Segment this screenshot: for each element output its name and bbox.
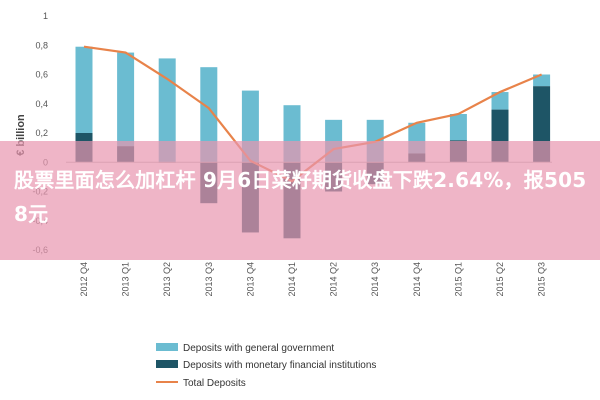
y-tick-label: 0,8 <box>35 40 48 50</box>
headline-text[interactable]: 股票里面怎么加杠杆 9月6日菜籽期货收盘下跌2.64%，报5058元 <box>14 168 587 226</box>
x-tick-label: 2013 Q3 <box>204 262 214 297</box>
x-tick-label: 2014 Q3 <box>370 262 380 297</box>
general-government-bar <box>533 74 551 87</box>
y-tick-label: 0,6 <box>35 70 48 80</box>
x-tick-label: 2013 Q4 <box>245 262 255 297</box>
x-tick-label: 2015 Q1 <box>453 262 463 297</box>
general-government-bar <box>117 52 135 147</box>
x-tick-label: 2013 Q1 <box>121 262 131 297</box>
headline-banner[interactable]: 股票里面怎么加杠杆 9月6日菜籽期货收盘下跌2.64%，报5058元 <box>0 141 600 260</box>
y-tick-label: 0,2 <box>35 128 48 138</box>
general-government-bar <box>75 46 93 133</box>
legend-label-total: Total Deposits <box>183 378 246 389</box>
x-tick-label: 2015 Q3 <box>537 262 547 297</box>
x-tick-label: 2014 Q2 <box>329 262 339 297</box>
x-tick-label: 2014 Q1 <box>287 262 297 297</box>
x-axis-ticks: 2012 Q4 2013 Q1 2013 Q2 2013 Q3 2013 Q4 2014 … <box>79 262 547 297</box>
legend-label-mfi: Deposits with monetary financial institu… <box>183 360 376 371</box>
legend-label-general: Deposits with general government <box>183 343 334 354</box>
legend-swatch-mfi <box>156 360 178 368</box>
general-government-bar <box>158 58 176 163</box>
y-tick-label: 1 <box>43 11 48 21</box>
x-tick-label: 2015 Q2 <box>495 262 505 297</box>
general-government-bar <box>491 92 509 110</box>
x-tick-label: 2013 Q2 <box>162 262 172 297</box>
x-tick-label: 2014 Q4 <box>412 262 422 297</box>
y-tick-label: 0,4 <box>35 99 48 109</box>
legend-swatch-general <box>156 343 178 351</box>
x-tick-label: 2012 Q4 <box>79 262 89 297</box>
legend: Deposits with general government Deposit… <box>156 343 376 389</box>
general-government-bar <box>449 113 467 141</box>
general-government-bar <box>200 67 218 163</box>
